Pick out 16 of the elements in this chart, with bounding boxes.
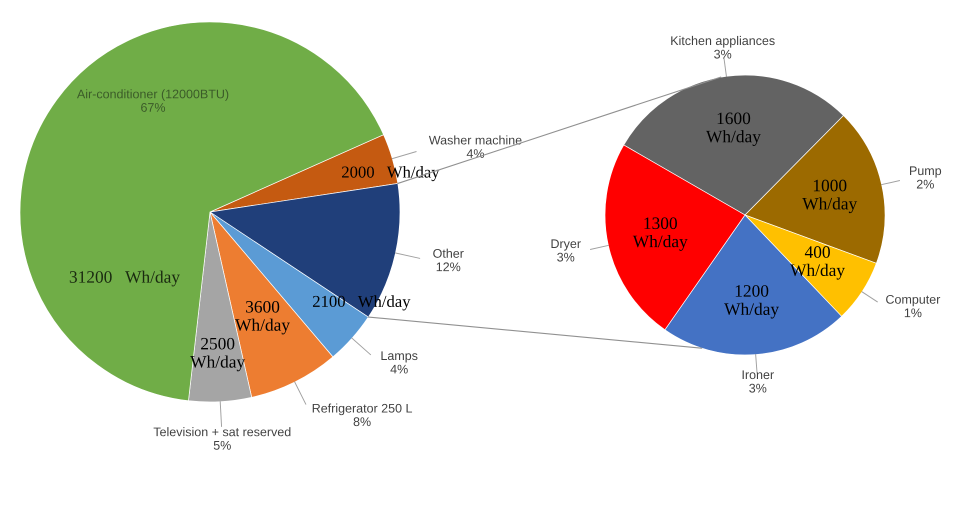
- data-label: 1300 Wh/day: [632, 217, 688, 251]
- slice-label: Lamps 4%: [381, 351, 418, 374]
- slice-label: Dryer 3%: [551, 239, 581, 262]
- slice-label: Refrigerator 250 L 8%: [312, 403, 412, 426]
- data-label: 1000 Wh/day: [802, 180, 858, 214]
- data-label: 31200 Wh/day: [70, 270, 180, 286]
- slice-label: Kitchen appliances 3%: [671, 36, 775, 59]
- data-label: 1200 Wh/day: [724, 285, 780, 319]
- slice-label: Other 12%: [433, 248, 464, 272]
- slice-label: Air-conditioner (12000BTU) 67%: [76, 89, 228, 112]
- slice-label: Computer 1%: [886, 294, 940, 318]
- slice-label: Television + sat reserved 5%: [154, 427, 290, 450]
- slice-label: Ironer 3%: [742, 370, 774, 393]
- slice-label: Pump 2%: [910, 166, 942, 189]
- slice-label: Washer machine 4%: [428, 135, 522, 158]
- data-label: 1600 Wh/day: [706, 112, 761, 146]
